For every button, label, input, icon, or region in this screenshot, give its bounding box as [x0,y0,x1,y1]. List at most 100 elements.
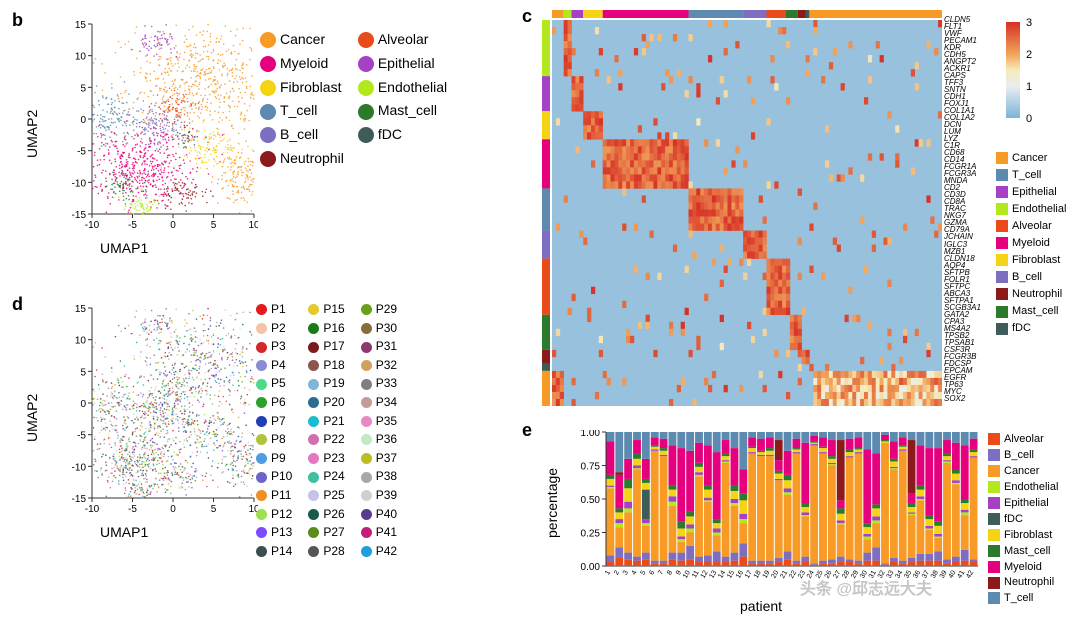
legend-item-p11: P11 [256,486,292,505]
legend-label: P40 [376,507,397,521]
legend-item-p7: P7 [256,412,292,431]
svg-text:16: 16 [735,569,745,579]
svg-text:0: 0 [80,115,86,126]
legend-item-p17: P17 [308,337,344,356]
legend-label: P20 [323,395,344,409]
legend-label: Neutrophil [1004,576,1054,588]
svg-text:10: 10 [75,52,87,63]
legend-label: P38 [376,469,397,483]
legend-label: T_cell [280,102,317,118]
legend-label: Endothelial [1012,203,1066,215]
legend-item-endothelial: Endothelial [988,480,1058,496]
legend-item-p1: P1 [256,300,292,319]
legend-label: P9 [271,451,286,465]
legend-label: Endothelial [1004,481,1058,493]
legend-item-alveolar: Alveolar [358,28,447,52]
legend-item-p13: P13 [256,523,292,542]
legend-label: P29 [376,302,397,316]
legend-item-neutrophil: Neutrophil [996,286,1066,303]
legend-item-p29: P29 [361,300,397,319]
legend-item-p18: P18 [308,356,344,375]
svg-text:2: 2 [613,569,621,576]
legend-label: Mast_cell [378,102,437,118]
legend-label: Mast_cell [1012,305,1058,317]
svg-text:5: 5 [80,367,86,378]
panel-d-label: d [12,294,23,315]
panel-b-umap: -15-10-5051015-10-50510 [58,20,258,236]
legend-item-p4: P4 [256,356,292,375]
legend-item-b_cell: B_cell [260,123,344,147]
legend-label: B_cell [1012,271,1042,283]
svg-text:-5: -5 [128,504,137,515]
legend-label: P31 [376,339,397,353]
legend-label: P10 [271,469,292,483]
svg-text:5: 5 [640,569,648,576]
legend-item-b_cell: B_cell [996,269,1066,286]
svg-text:14: 14 [717,569,727,579]
legend-label: Fibroblast [280,79,341,95]
legend-label: fDC [378,126,402,142]
svg-text:3: 3 [622,569,630,576]
legend-label: Myeloid [280,55,328,71]
svg-text:-5: -5 [128,220,137,231]
legend-item-p41: P41 [361,523,397,542]
legend-label: Alveolar [1012,220,1052,232]
legend-label: Cancer [1012,152,1047,164]
legend-item-p42: P42 [361,542,397,561]
legend-item-p38: P38 [361,467,397,486]
legend-label: fDC [1012,322,1031,334]
gene-label: SOX2 [944,395,1000,402]
legend-label: P1 [271,302,286,316]
svg-text:20: 20 [770,569,780,579]
svg-text:6: 6 [648,569,656,576]
panel-d-umap: -15-10-5051015-10-50510 [58,304,258,520]
legend-item-p16: P16 [308,319,344,338]
legend-label: P35 [376,414,397,428]
legend-label: Epithelial [1004,497,1049,509]
legend-item-p40: P40 [361,505,397,524]
watermark: 头条 @邱志远大夫 [800,575,932,599]
legend-item-p34: P34 [361,393,397,412]
legend-label: Myeloid [1004,561,1042,573]
legend-label: Fibroblast [1004,529,1052,541]
legend-label: Neutrophil [280,150,344,166]
legend-item-alveolar: Alveolar [996,218,1066,235]
panel-d-xlabel: UMAP1 [100,524,148,540]
legend-item-t_cell: T_cell [988,591,1058,607]
legend-label: P7 [271,414,286,428]
legend-label: Myeloid [1012,237,1050,249]
legend-label: T_cell [1012,169,1041,181]
legend-label: P16 [323,321,344,335]
legend-item-myeloid: Myeloid [988,560,1058,576]
legend-label: Alveolar [378,31,429,47]
legend-item-neutrophil: Neutrophil [260,147,344,171]
legend-item-cancer: Cancer [260,28,344,52]
svg-text:10: 10 [75,336,87,347]
legend-item-p35: P35 [361,412,397,431]
panel-d-legend: P1P2P3P4P5P6P7P8P9P10P11P12P13P14P15P16P… [256,300,516,560]
legend-item-p24: P24 [308,467,344,486]
legend-item-alveolar: Alveolar [988,432,1058,448]
legend-item-p32: P32 [361,356,397,375]
svg-text:5: 5 [211,220,217,231]
legend-item-p28: P28 [308,542,344,561]
legend-item-p21: P21 [308,412,344,431]
svg-text:15: 15 [726,569,736,579]
legend-item-fdc: fDC [358,123,447,147]
panel-b-xlabel: UMAP1 [100,240,148,256]
legend-label: P26 [323,507,344,521]
legend-item-fdc: fDC [996,320,1066,337]
legend-item-p8: P8 [256,430,292,449]
legend-label: B_cell [1004,449,1034,461]
legend-item-p27: P27 [308,523,344,542]
svg-text:-10: -10 [85,504,100,515]
legend-item-cancer: Cancer [996,150,1066,167]
svg-text:0.25: 0.25 [581,529,601,540]
svg-text:0.00: 0.00 [581,562,601,573]
legend-item-endothelial: Endothelial [358,76,447,100]
legend-label: P42 [376,544,397,558]
panel-e-label: e [522,420,532,441]
svg-text:8: 8 [666,569,674,576]
legend-label: P22 [323,432,344,446]
legend-label: Mast_cell [1004,545,1050,557]
